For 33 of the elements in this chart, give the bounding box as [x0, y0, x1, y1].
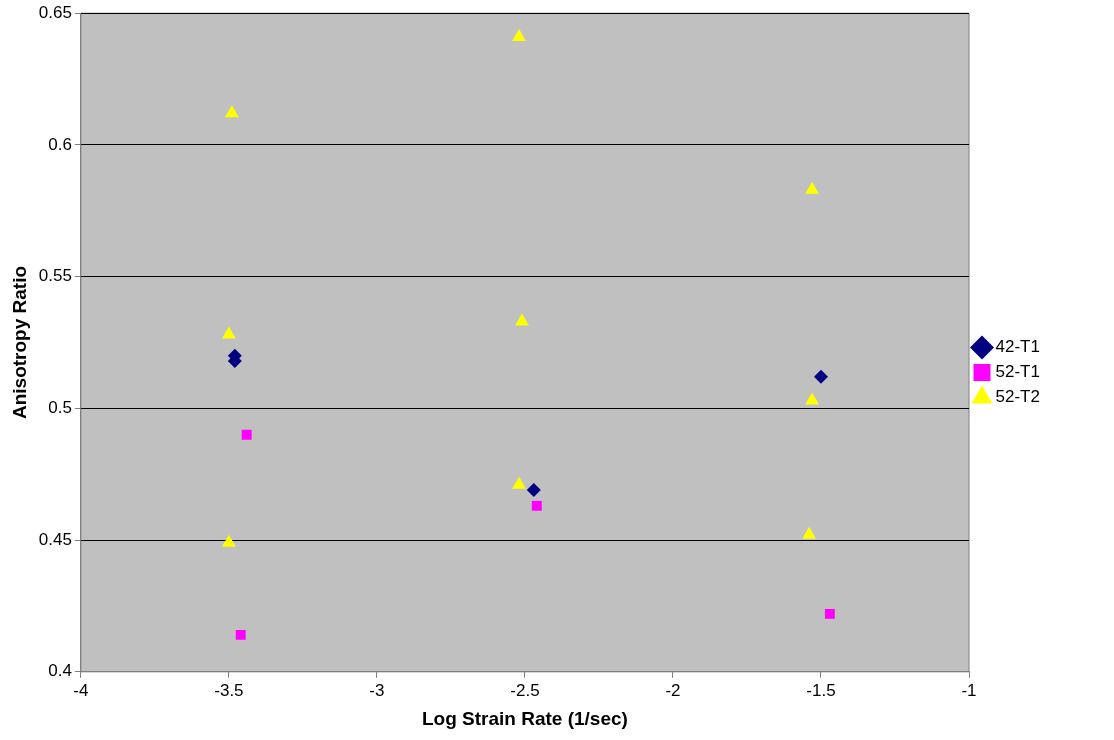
x-tick-label: -1.5: [806, 680, 836, 700]
point: [805, 181, 820, 194]
point: [526, 483, 541, 498]
y-tick-label: 0.65: [38, 2, 72, 22]
y-tick-label: 0.6: [48, 134, 72, 154]
point: [221, 326, 236, 339]
x-axis-title: Log Strain Rate (1/sec): [422, 707, 628, 729]
point: [241, 429, 252, 440]
x-tick-label: -1: [961, 680, 977, 700]
y-axis-title: Anisotropy Ratio: [8, 265, 30, 420]
point: [802, 526, 817, 539]
point: [824, 608, 835, 619]
point: [235, 629, 246, 640]
y-tick-label: 0.45: [38, 529, 72, 549]
point: [512, 28, 526, 41]
x-tick-label: -3.5: [214, 680, 244, 700]
legend-label: 52-T2: [995, 387, 1040, 407]
x-tick-label: -3: [369, 680, 385, 700]
point: [805, 392, 820, 405]
point: [224, 105, 239, 118]
y-tick-label: 0.55: [38, 266, 72, 286]
y-tick-label: 0.4: [48, 661, 72, 681]
x-tick-label: -4: [73, 680, 89, 700]
x-tick-label: -2: [665, 680, 681, 700]
point: [531, 500, 542, 511]
point: [512, 476, 526, 489]
point: [813, 369, 828, 384]
point: [515, 313, 529, 326]
point: [221, 534, 236, 547]
legend-label: 52-T1: [995, 362, 1040, 382]
legend-label: 42-T1: [995, 337, 1040, 357]
x-tick-label: -2.5: [510, 680, 540, 700]
y-tick-label: 0.5: [48, 398, 72, 418]
